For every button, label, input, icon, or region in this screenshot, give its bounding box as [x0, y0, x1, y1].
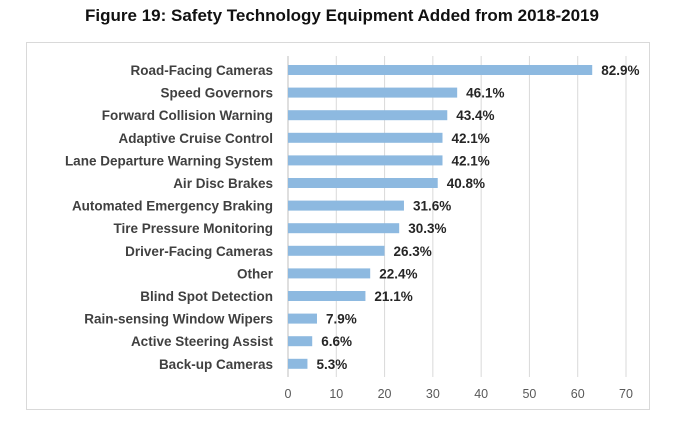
bar — [288, 313, 317, 324]
category-label: Other — [237, 266, 274, 281]
bar — [288, 336, 313, 347]
bar — [288, 65, 593, 75]
data-label: 30.3% — [408, 221, 446, 236]
category-label: Active Steering Assist — [131, 334, 274, 349]
bar — [288, 178, 438, 188]
category-label: Rain-sensing Window Wipers — [84, 312, 273, 327]
category-label: Air Disc Brakes — [173, 176, 273, 191]
bar — [288, 358, 308, 369]
category-label: Road-Facing Cameras — [130, 63, 273, 78]
category-label: Adaptive Cruise Control — [118, 131, 273, 146]
data-label: 6.6% — [321, 334, 352, 349]
data-label: 82.9% — [601, 63, 639, 78]
category-label: Blind Spot Detection — [140, 289, 273, 304]
data-label: 26.3% — [394, 244, 432, 259]
category-label: Speed Governors — [160, 86, 273, 101]
x-tick-label: 40 — [474, 387, 488, 401]
x-tick-label: 70 — [619, 387, 633, 401]
bar — [288, 200, 404, 211]
category-label: Back-up Cameras — [159, 357, 273, 372]
data-label: 22.4% — [379, 266, 417, 281]
data-label: 7.9% — [326, 312, 357, 327]
category-label: Forward Collision Warning — [102, 108, 273, 123]
bar — [288, 223, 400, 234]
bar — [288, 245, 385, 256]
bar — [288, 110, 448, 121]
data-label: 21.1% — [374, 289, 412, 304]
data-label: 42.1% — [451, 153, 489, 168]
category-label: Tire Pressure Monitoring — [113, 221, 273, 236]
data-label: 46.1% — [466, 86, 504, 101]
bar — [288, 87, 458, 98]
category-label: Driver-Facing Cameras — [125, 244, 273, 259]
data-label: 31.6% — [413, 199, 451, 214]
x-tick-label: 20 — [378, 387, 392, 401]
data-label: 43.4% — [456, 108, 494, 123]
category-label: Automated Emergency Braking — [72, 199, 273, 214]
x-tick-label: 60 — [571, 387, 585, 401]
bar — [288, 268, 371, 279]
bar — [288, 155, 443, 166]
bar — [288, 132, 443, 143]
chart-title: Figure 19: Safety Technology Equipment A… — [85, 6, 599, 25]
bar — [288, 291, 366, 301]
x-tick-label: 0 — [285, 387, 292, 401]
category-label: Lane Departure Warning System — [65, 153, 273, 168]
x-tick-label: 50 — [522, 387, 536, 401]
x-tick-label: 10 — [329, 387, 343, 401]
data-label: 42.1% — [451, 131, 489, 146]
data-label: 40.8% — [447, 176, 485, 191]
data-label: 5.3% — [316, 357, 347, 372]
x-tick-label: 30 — [426, 387, 440, 401]
